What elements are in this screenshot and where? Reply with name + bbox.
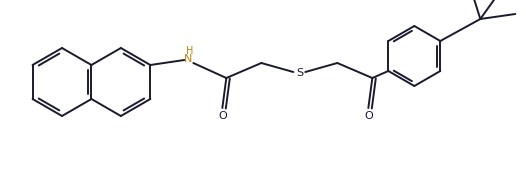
Text: S: S [296,68,303,78]
Text: H: H [186,46,193,56]
Text: N: N [184,54,193,64]
Text: O: O [364,111,373,121]
Text: O: O [218,111,227,121]
